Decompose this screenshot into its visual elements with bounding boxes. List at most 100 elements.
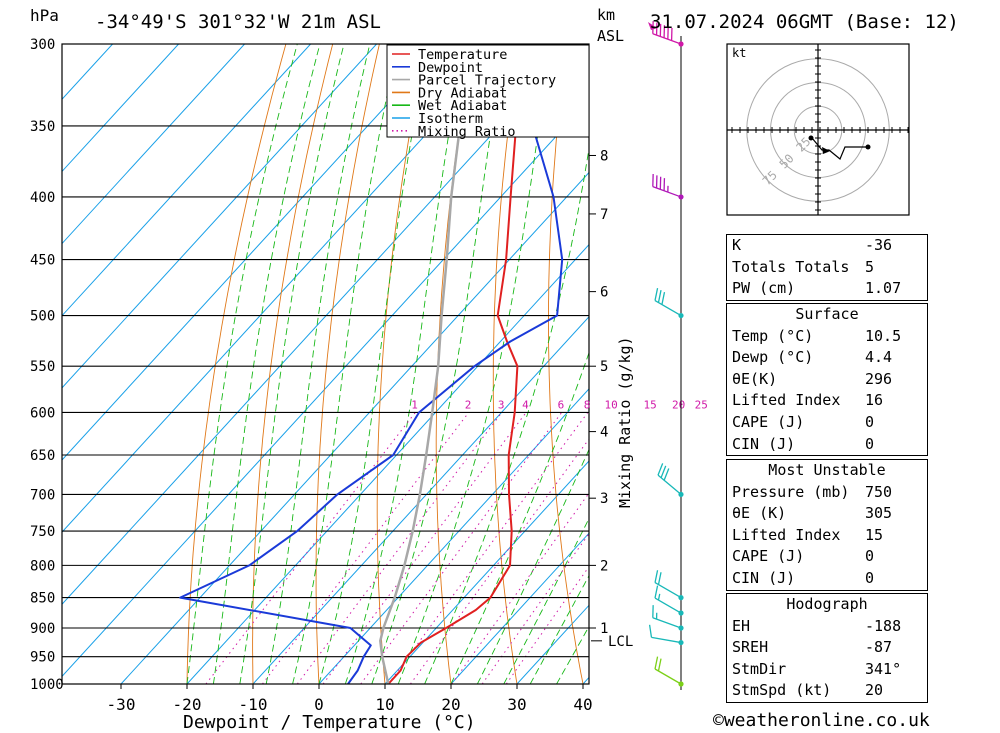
x-tick-label: 40 (573, 695, 592, 714)
wind-level-dot (678, 610, 684, 616)
wind-barb-flag (663, 468, 670, 481)
hodo-row-stmspd: StmSpd (kt) 20 (732, 681, 884, 700)
x-axis-title: Dewpoint / Temperature (°C) (183, 712, 476, 733)
top-wind-flag (648, 22, 657, 30)
height-unit-km: km (597, 6, 615, 24)
pressure-tick-label: 400 (30, 190, 55, 206)
mixing-ratio-line (296, 412, 503, 684)
surface-row-cin: CIN (J) 0 (732, 434, 875, 453)
wet-adiabat-line (186, 44, 298, 684)
lcl-label: LCL (608, 634, 633, 650)
plot-frame (61, 43, 590, 685)
wind-barb-flag (657, 463, 664, 476)
km-tick-label: 2 (600, 558, 608, 574)
mixing-ratio-label: 8 (584, 398, 591, 411)
isotherm-line (62, 99, 589, 678)
surface-panel: Surface Temp (°C) 10.5 Dewp (°C) 4.4 θE(… (726, 303, 928, 457)
pressure-tick-label: 450 (30, 253, 55, 269)
index-row-k: K -36 (732, 236, 893, 254)
mixing-ratio-axis-title: Mixing Ratio (g/kg) (616, 336, 634, 508)
series-line-dewpoint (179, 44, 564, 684)
location-title: -34°49'S 301°32'W 21m ASL (95, 11, 381, 33)
x-tick-label: 10 (375, 695, 394, 714)
isotherm-line (252, 316, 589, 684)
isotherm-line (62, 44, 179, 173)
mixing-ratio-label: 2 (465, 398, 472, 411)
legend-entry: Dewpoint (418, 60, 483, 76)
pressure-tick-label: 750 (30, 524, 55, 540)
wind-barb-flag (654, 656, 659, 670)
most-unstable-title: Most Unstable (768, 461, 886, 479)
wind-barb-staff (652, 186, 682, 198)
isotherm-line (120, 171, 589, 684)
x-tick-label: -10 (239, 695, 268, 714)
hodograph-table-panel: Hodograph EH -188 SREH -87 StmDir 341° S… (726, 593, 928, 703)
wind-barb-flag (654, 570, 659, 583)
hodograph-surface-point (808, 135, 814, 141)
isotherm-line (62, 44, 311, 317)
mu-row-pressure: Pressure (mb) 750 (732, 482, 893, 501)
x-tick-label: 20 (441, 695, 460, 714)
surface-row-dewp: Dewp (°C) 4.4 (732, 348, 893, 367)
wet-adiabat-line (450, 351, 589, 684)
mu-row-lifted-index: Lifted Index 15 (732, 525, 884, 544)
x-tick-label: -20 (173, 695, 202, 714)
datetime-title: 31.07.2024 06GMT (Base: 12) (650, 11, 959, 33)
surface-title: Surface (795, 305, 859, 323)
most-unstable-panel: Most Unstable Pressure (mb) 750 θE (K) 3… (726, 459, 928, 591)
mu-row-cin: CIN (J) 0 (732, 568, 875, 587)
legend-entry: Wet Adiabat (418, 98, 507, 114)
wind-barb-staff (654, 668, 682, 685)
pressure-tick-label: 1000 (30, 677, 64, 693)
mixing-ratio-label: 15 (643, 398, 656, 411)
wind-level-dot (678, 595, 684, 601)
mixing-ratio-line (451, 492, 589, 684)
legend-entry: Parcel Trajectory (418, 73, 556, 89)
wind-level-dot (678, 491, 684, 498)
hodo-row-sreh: SREH -87 (732, 638, 893, 657)
wind-barb-flag (657, 290, 662, 303)
series-line-temperature (387, 44, 543, 684)
copyright-footer[interactable]: ©weatheronline.co.uk (713, 710, 930, 731)
pressure-tick-label: 950 (30, 650, 55, 666)
mixing-ratio-label: 20 (672, 398, 685, 411)
mixing-ratio-label: 4 (522, 398, 529, 411)
mixing-ratio-line (505, 565, 589, 684)
wind-barb-half-flag (657, 593, 661, 601)
surface-row-thetae: θE(K) 296 (732, 369, 893, 388)
wind-barb-staff (657, 474, 682, 495)
pressure-tick-label: 650 (30, 448, 55, 464)
wind-barb-flag (648, 624, 653, 638)
km-tick-label: 3 (600, 491, 608, 507)
isotherm-line (384, 460, 589, 684)
height-unit-asl: ASL (597, 27, 624, 45)
x-tick-label: 30 (507, 695, 526, 714)
wind-barb-flag (654, 288, 659, 301)
wind-barb-flag (654, 585, 659, 599)
pressure-tick-label: 900 (30, 621, 55, 637)
pressure-tick-label: 500 (30, 309, 55, 325)
wind-barb-staff (654, 597, 682, 614)
wind-barb-flag (657, 658, 662, 672)
hodo-row-eh: EH -188 (732, 616, 902, 635)
isotherm-line (62, 44, 377, 389)
hodo-row-stmdir: StmDir 341° (732, 659, 902, 678)
km-tick-label: 6 (600, 285, 608, 301)
wind-level-dot (678, 312, 684, 319)
mixing-ratio-label: 25 (695, 398, 708, 411)
km-tick-label: 5 (600, 359, 608, 375)
wind-level-dot (678, 639, 684, 646)
pressure-tick-label: 550 (30, 359, 55, 375)
x-tick-label: 0 (314, 695, 324, 714)
index-row-totals: Totals Totals 5 (732, 257, 875, 276)
mixing-ratio-line (481, 532, 589, 684)
mixing-ratio-label: 6 (558, 398, 565, 411)
hodograph-table-title: Hodograph (786, 595, 868, 613)
hodograph-top-point (865, 144, 871, 150)
wind-barb-flag (657, 572, 662, 585)
pressure-tick-label: 850 (30, 591, 55, 607)
pressure-tick-label: 350 (30, 119, 55, 135)
isotherm-line (62, 44, 443, 461)
legend-entry: Dry Adiabat (418, 85, 507, 101)
